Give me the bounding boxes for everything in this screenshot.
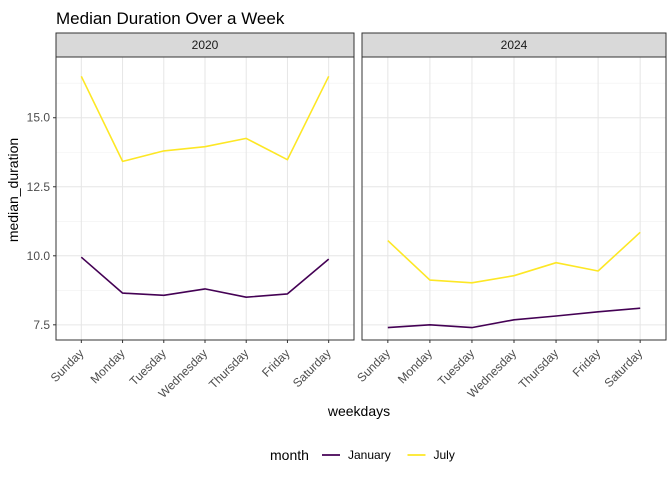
y-tick-label: 10.0 xyxy=(27,249,51,263)
facet-strip-label: 2024 xyxy=(501,38,528,52)
series-line-july-2024 xyxy=(387,231,641,284)
series-line-january-2024 xyxy=(387,307,641,329)
y-tick-label: 12.5 xyxy=(27,180,51,194)
x-tick-label: Thursday xyxy=(516,346,561,391)
series-line-january-2020 xyxy=(80,256,330,299)
x-tick-label: Saturday xyxy=(290,346,334,390)
y-tick-label: 7.5 xyxy=(33,318,50,332)
panel-border xyxy=(361,56,667,341)
legend-item-july: July xyxy=(407,448,455,462)
x-tick-label: Sunday xyxy=(354,346,393,385)
facet-strip-label: 2020 xyxy=(192,38,219,52)
x-tick-label: Thursday xyxy=(206,346,251,391)
x-tick-label: Friday xyxy=(259,346,292,379)
x-tick-label: Tuesday xyxy=(435,346,477,388)
panel-border xyxy=(55,56,355,341)
legend-label: July xyxy=(434,448,455,462)
y-axis-title: median_duration xyxy=(5,138,21,242)
x-tick-label: Monday xyxy=(395,346,435,386)
x-tick-label: Monday xyxy=(88,346,128,386)
y-tick-label: 15.0 xyxy=(27,111,51,125)
x-tick-label: Sunday xyxy=(48,346,87,385)
legend-title: month xyxy=(270,447,309,463)
legend: month January July xyxy=(270,447,455,463)
x-tick-label: Tuesday xyxy=(127,346,169,388)
series-line-july-2020 xyxy=(80,75,330,163)
x-tick-label: Friday xyxy=(570,346,603,379)
chart-title: Median Duration Over a Week xyxy=(56,9,285,28)
x-axis-title: weekdays xyxy=(327,403,390,419)
x-tick-label: Saturday xyxy=(601,346,645,390)
facet-strip xyxy=(361,32,667,58)
legend-item-january: January xyxy=(322,448,391,462)
facet-strip xyxy=(55,32,355,58)
legend-label: January xyxy=(348,448,391,462)
